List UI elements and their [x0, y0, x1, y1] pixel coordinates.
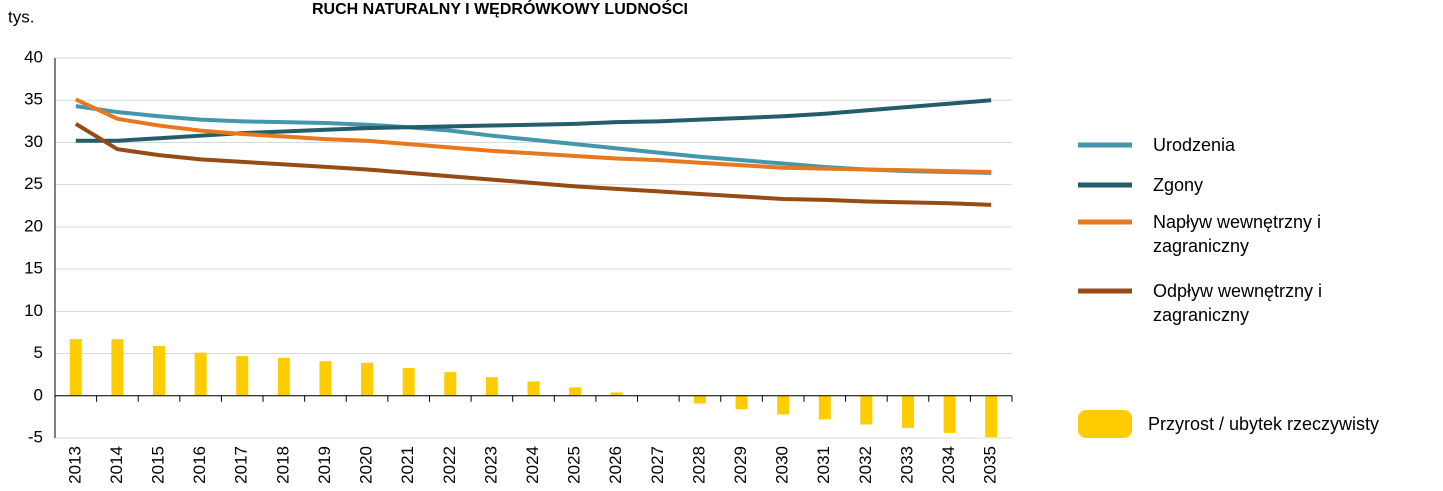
- bar: [985, 395, 998, 438]
- legend-label: Napływ wewnętrzny i zagraniczny: [1153, 212, 1322, 256]
- bar: [402, 367, 415, 396]
- x-tick-label: 2026: [606, 446, 625, 484]
- x-tick-label: 2032: [856, 446, 875, 484]
- x-tick-label: 2028: [689, 446, 708, 484]
- bar: [860, 395, 873, 425]
- x-tick-label: 2024: [523, 446, 542, 484]
- y-tick-label: 5: [34, 343, 43, 362]
- y-tick-label: 10: [24, 301, 43, 320]
- bar: [901, 395, 914, 428]
- x-tick-label: 2030: [773, 446, 792, 484]
- bar: [277, 357, 290, 396]
- y-axis-label: tys.: [8, 7, 34, 26]
- x-tick-label: 2029: [731, 446, 750, 484]
- x-tick-label: 2021: [398, 446, 417, 484]
- x-tick-label: 2013: [65, 446, 84, 484]
- legend-label: Przyrost / ubytek rzeczywisty: [1148, 414, 1380, 434]
- chart-title: RUCH NATURALNY I WĘDRÓWKOWY LUDNOŚCI: [312, 0, 688, 18]
- bar: [777, 395, 790, 415]
- x-tick-label: 2033: [897, 446, 916, 484]
- x-tick-label: 2018: [273, 446, 292, 484]
- bar: [735, 395, 748, 410]
- bar: [111, 339, 124, 396]
- bar: [153, 345, 166, 396]
- bar: [69, 339, 82, 396]
- bar: [610, 392, 623, 396]
- x-tick-label: 2031: [814, 446, 833, 484]
- legend-label: Odpływ wewnętrzny i zagraniczny: [1153, 281, 1323, 325]
- bar: [693, 395, 706, 404]
- bar: [818, 395, 831, 420]
- line: [75, 104, 992, 175]
- x-tick-label: 2016: [190, 446, 209, 484]
- x-tick-label: 2014: [107, 446, 126, 484]
- bar: [569, 387, 582, 396]
- bar: [943, 395, 956, 433]
- x-tick-label: 2025: [565, 446, 584, 484]
- bar: [194, 352, 207, 396]
- bar: [236, 356, 249, 396]
- bar: [444, 372, 457, 396]
- x-tick-label: 2022: [440, 446, 459, 484]
- x-tick-label: 2023: [481, 446, 500, 484]
- line: [74, 97, 992, 174]
- y-tick-label: 35: [24, 90, 43, 109]
- y-tick-label: 0: [34, 385, 43, 404]
- x-tick-label: 2027: [648, 446, 667, 484]
- x-tick-label: 2035: [981, 446, 1000, 484]
- y-tick-label: 25: [24, 174, 43, 193]
- x-tick-label: 2017: [232, 446, 251, 484]
- x-tick-label: 2020: [357, 446, 376, 484]
- bar: [361, 362, 374, 396]
- x-tick-label: 2019: [315, 446, 334, 484]
- x-tick-label: 2015: [149, 446, 168, 484]
- bar: [527, 381, 540, 396]
- y-tick-label: -5: [28, 427, 43, 446]
- y-tick-label: 30: [24, 132, 43, 151]
- line: [74, 122, 992, 207]
- bar: [485, 377, 498, 396]
- legend-label: Zgony: [1153, 175, 1204, 195]
- y-tick-label: 15: [24, 259, 43, 278]
- legend-label: Urodzenia: [1153, 135, 1236, 155]
- bar: [319, 361, 332, 396]
- y-tick-label: 40: [24, 47, 43, 66]
- y-tick-label: 20: [24, 216, 43, 235]
- legend-swatch: [1078, 410, 1132, 438]
- x-tick-label: 2034: [939, 446, 958, 484]
